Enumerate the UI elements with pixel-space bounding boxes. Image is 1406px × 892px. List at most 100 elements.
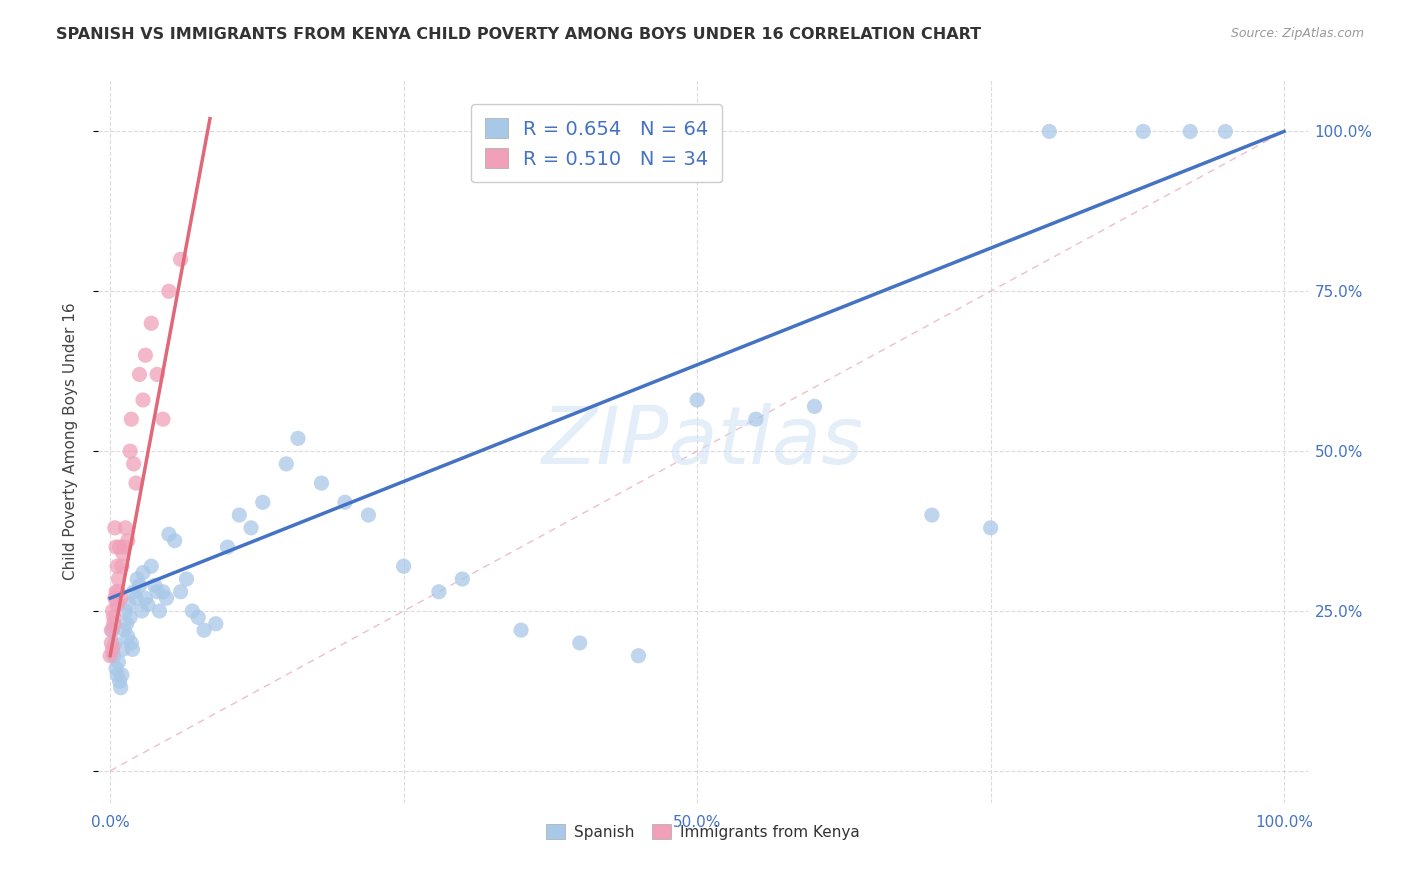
Point: [128, 578, 150, 592]
Point: [146, 368, 169, 382]
Point: [187, 610, 209, 624]
Point: [921, 508, 943, 522]
Point: [114, 604, 136, 618]
Point: [111, 668, 134, 682]
Point: [803, 400, 825, 414]
Point: [127, 572, 149, 586]
Point: [117, 533, 139, 548]
Point: [311, 476, 333, 491]
Point: [115, 616, 138, 631]
Point: [100, 636, 122, 650]
Point: [1180, 124, 1202, 138]
Point: [105, 540, 128, 554]
Point: [110, 591, 132, 606]
Point: [169, 252, 191, 267]
Point: [980, 521, 1002, 535]
Point: [110, 681, 132, 695]
Point: [112, 642, 135, 657]
Point: [148, 604, 170, 618]
Point: [122, 584, 145, 599]
Point: [107, 572, 129, 586]
Point: [105, 668, 128, 682]
Point: [101, 623, 124, 637]
Point: [105, 559, 128, 574]
Point: [103, 648, 125, 663]
Point: [105, 661, 128, 675]
Point: [125, 476, 148, 491]
Y-axis label: Child Poverty Among Boys Under 16: Child Poverty Among Boys Under 16: [63, 302, 77, 581]
Point: [117, 630, 139, 644]
Point: [131, 604, 153, 618]
Point: [745, 412, 768, 426]
Point: [152, 584, 174, 599]
Point: [155, 591, 177, 606]
Point: [108, 540, 131, 554]
Point: [1132, 124, 1154, 138]
Point: [146, 584, 169, 599]
Point: [451, 572, 474, 586]
Text: Source: ZipAtlas.com: Source: ZipAtlas.com: [1230, 27, 1364, 40]
Point: [114, 521, 136, 535]
Point: [132, 566, 155, 580]
Point: [103, 616, 125, 631]
Point: [122, 457, 145, 471]
Point: [125, 591, 148, 606]
Point: [217, 540, 239, 554]
Point: [176, 572, 198, 586]
Point: [120, 412, 142, 426]
Point: [132, 392, 155, 407]
Point: [128, 368, 150, 382]
Point: [101, 642, 124, 657]
Point: [240, 521, 263, 535]
Point: [228, 508, 250, 522]
Point: [1038, 124, 1060, 138]
Point: [112, 623, 135, 637]
Point: [120, 636, 142, 650]
Point: [112, 540, 135, 554]
Point: [103, 610, 125, 624]
Point: [111, 559, 134, 574]
Point: [169, 584, 191, 599]
Point: [276, 457, 298, 471]
Point: [104, 521, 127, 535]
Point: [181, 604, 204, 618]
Text: SPANISH VS IMMIGRANTS FROM KENYA CHILD POVERTY AMONG BOYS UNDER 16 CORRELATION C: SPANISH VS IMMIGRANTS FROM KENYA CHILD P…: [56, 27, 981, 42]
Point: [568, 636, 591, 650]
Point: [204, 616, 226, 631]
Point: [1215, 124, 1237, 138]
Point: [427, 584, 450, 599]
Point: [143, 578, 166, 592]
Text: ZIPatlas: ZIPatlas: [541, 402, 865, 481]
Point: [157, 285, 180, 299]
Point: [163, 533, 186, 548]
Point: [108, 674, 131, 689]
Point: [333, 495, 356, 509]
Point: [287, 431, 309, 445]
Point: [252, 495, 274, 509]
Point: [686, 392, 709, 407]
Point: [118, 598, 141, 612]
Point: [120, 444, 142, 458]
Point: [357, 508, 380, 522]
Point: [112, 546, 135, 560]
Point: [134, 591, 156, 606]
Point: [141, 316, 163, 330]
Point: [121, 642, 143, 657]
Point: [105, 584, 128, 599]
Point: [104, 591, 127, 606]
Point: [134, 348, 156, 362]
Point: [392, 559, 415, 574]
Point: [510, 623, 533, 637]
Point: [107, 584, 129, 599]
Point: [627, 648, 650, 663]
Point: [120, 610, 142, 624]
Point: [141, 559, 163, 574]
Point: [107, 655, 129, 669]
Point: [136, 598, 159, 612]
Legend: Spanish, Immigrants from Kenya: Spanish, Immigrants from Kenya: [540, 818, 866, 846]
Point: [100, 623, 122, 637]
Point: [105, 598, 128, 612]
Point: [101, 604, 124, 618]
Point: [104, 636, 127, 650]
Point: [98, 648, 121, 663]
